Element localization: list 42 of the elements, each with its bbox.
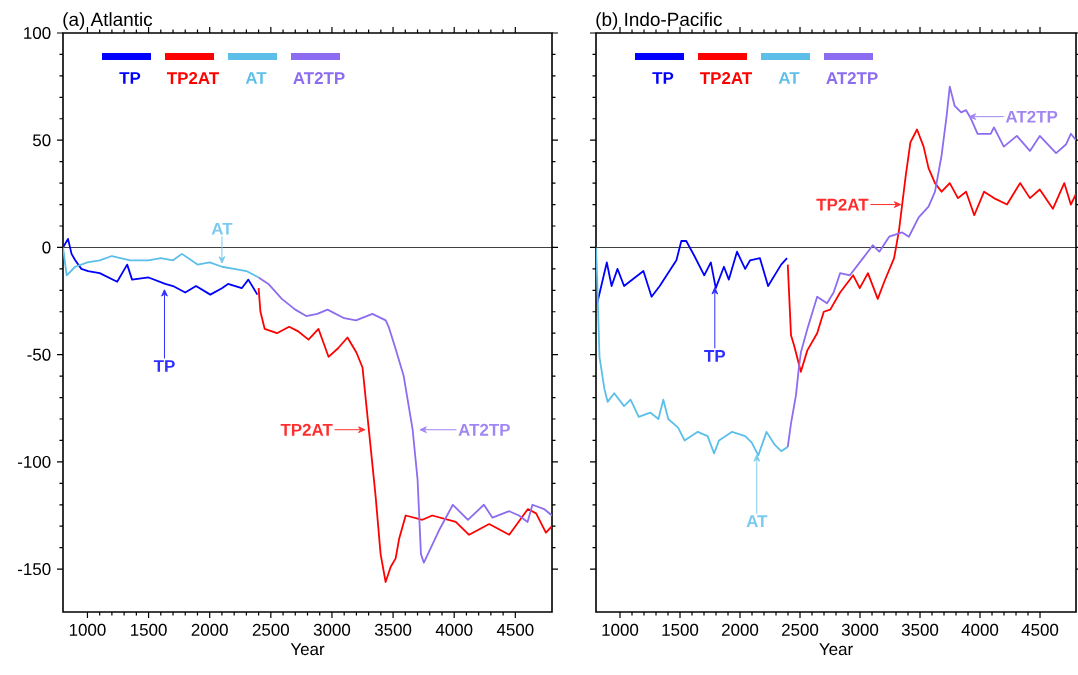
legend-label: AT bbox=[245, 72, 267, 84]
x-tick-label: 2000 bbox=[722, 623, 759, 636]
legend-label: AT2TP bbox=[826, 72, 878, 84]
y-tick-label: 0 bbox=[42, 241, 51, 254]
x-tick-label: 2000 bbox=[191, 623, 228, 636]
x-tick-label: 3500 bbox=[901, 623, 939, 636]
legend-label: TP bbox=[652, 72, 674, 84]
legend-label: AT2TP bbox=[293, 72, 345, 84]
x-tick-label: 1500 bbox=[131, 623, 167, 636]
x-tick-label: 3000 bbox=[313, 623, 351, 636]
annotation: TP bbox=[153, 360, 175, 372]
chart-title: (a) Atlantic bbox=[63, 12, 153, 30]
legend-label: AT bbox=[778, 72, 800, 84]
x-tick-label: 1500 bbox=[662, 623, 699, 636]
x-tick-label: 1000 bbox=[602, 623, 639, 636]
x-tick-label: 1000 bbox=[69, 623, 106, 636]
x-tick-label: 4000 bbox=[435, 623, 473, 636]
x-tick-label: 4500 bbox=[496, 623, 534, 636]
legend-label: TP2AT bbox=[700, 72, 753, 84]
legend-label: TP bbox=[119, 72, 141, 84]
y-tick-label: 100 bbox=[24, 27, 51, 39]
x-axis-title: Year bbox=[819, 643, 853, 656]
y-tick-label: -50 bbox=[27, 348, 51, 361]
annotation: AT2TP bbox=[458, 423, 510, 436]
y-tick-label: 50 bbox=[32, 134, 51, 147]
annotation: TP bbox=[704, 350, 726, 362]
x-tick-label: 4000 bbox=[961, 623, 999, 636]
chart-title: (b) Indo-Pacific bbox=[596, 12, 722, 30]
x-tick-label: 2500 bbox=[252, 623, 289, 636]
annotation: AT2TP bbox=[1005, 110, 1058, 123]
y-tick-label: -150 bbox=[18, 563, 51, 576]
annotation: AT bbox=[211, 222, 233, 235]
y-tick-label: -100 bbox=[18, 455, 51, 468]
legend-label: TP2AT bbox=[167, 72, 220, 84]
x-axis-title: Year bbox=[290, 643, 325, 656]
x-tick-label: 3000 bbox=[841, 623, 879, 636]
annotation: AT bbox=[746, 515, 768, 527]
annotation: TP2AT bbox=[280, 423, 333, 436]
x-tick-label: 4500 bbox=[1021, 623, 1059, 636]
annotation: TP2AT bbox=[816, 198, 869, 211]
x-tick-label: 3500 bbox=[374, 623, 412, 636]
x-tick-label: 2500 bbox=[782, 623, 819, 636]
